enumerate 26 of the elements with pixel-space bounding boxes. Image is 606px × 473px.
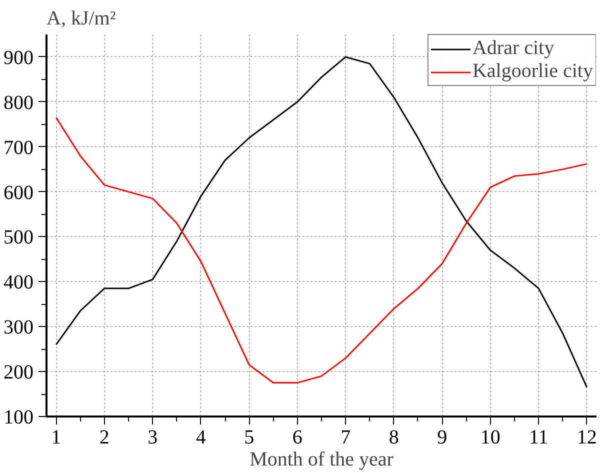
x-tick-label: 7 (340, 426, 351, 448)
x-axis-title: Month of the year (250, 448, 394, 470)
x-tick-label: 8 (388, 426, 399, 448)
y-tick-label: 600 (4, 182, 34, 204)
x-tick-label: 12 (576, 426, 597, 448)
y-tick-label: 100 (4, 406, 34, 428)
y-tick-label: 300 (4, 316, 34, 339)
x-tick-label: 6 (292, 426, 302, 448)
y-tick-label: 400 (4, 272, 34, 294)
y-tick-label: 900 (4, 46, 34, 69)
x-tick-label: 3 (148, 426, 158, 448)
line-series (55, 116, 588, 384)
x-tick-label: 4 (196, 426, 206, 448)
x-tick-label: 1 (51, 426, 62, 448)
legend-label: Kalgoorlie city (472, 60, 593, 83)
legend-label: Adrar city (472, 37, 554, 60)
y-axis-title: A, kJ/m² (46, 8, 116, 30)
x-tick-label: 11 (528, 426, 548, 448)
x-tick-label: 10 (480, 426, 500, 448)
x-tick-label: 5 (244, 426, 254, 448)
x-tick-label: 9 (437, 426, 448, 448)
y-tick-label: 500 (4, 226, 34, 249)
y-tick-label: 800 (4, 92, 34, 114)
y-tick-label: 700 (4, 136, 34, 159)
y-tick-label: 200 (4, 362, 34, 384)
x-tick-label: 2 (99, 426, 110, 448)
